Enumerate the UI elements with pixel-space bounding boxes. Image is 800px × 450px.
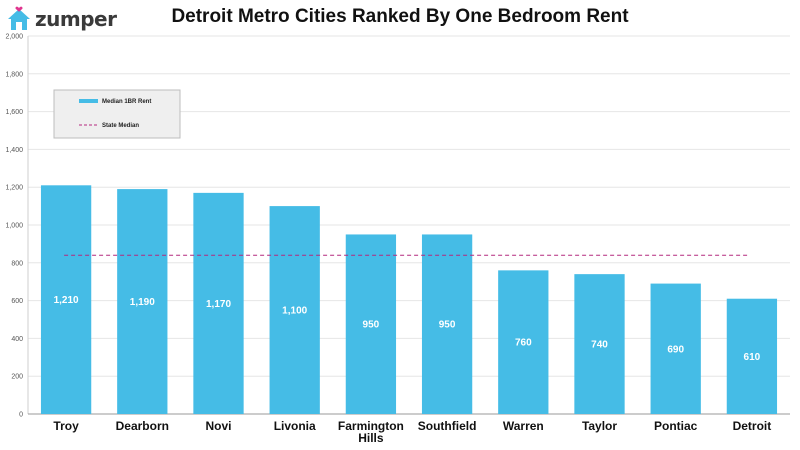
bar [40,185,92,414]
y-tick-label: 2,000 [5,34,23,41]
bar-value-label: 1,190 [130,297,155,308]
house-heart-icon [8,6,30,30]
y-tick-label: 1,600 [5,109,23,116]
bar [117,189,168,414]
bar-value-label: 1,170 [206,299,231,310]
x-tick-label: Warren [503,419,544,433]
x-tick-label: Pontiac [654,419,698,433]
legend-label-median: State Median [102,123,139,129]
legend-box [53,89,181,139]
bar [269,206,320,414]
y-tick-label: 1,800 [5,71,23,78]
x-tick-label: Taylor [582,419,617,433]
bar-value-label: 610 [744,352,761,363]
bar [498,270,549,414]
x-tick-label: Novi [205,419,231,433]
brand-name: zumper [35,7,117,31]
y-tick-label: 800 [11,260,23,267]
bar [650,283,701,414]
bar [345,234,397,414]
bar-value-label: 950 [439,320,456,331]
x-tick-label: Troy [53,419,79,433]
bar-value-label: 1,210 [54,295,79,306]
y-tick-label: 200 [11,374,23,381]
bar-value-label: 740 [591,340,608,351]
bar [421,234,473,414]
x-tick-label: Livonia [274,419,316,433]
bar [193,192,244,414]
y-tick-label: 1,200 [5,185,23,192]
bar [726,298,778,414]
y-tick-label: 0 [19,412,23,419]
y-tick-label: 600 [11,298,23,305]
bar-value-label: 690 [667,344,684,355]
chart-title: Detroit Metro Cities Ranked By One Bedro… [171,6,629,27]
x-tick-label: Dearborn [116,419,169,433]
bar [574,274,625,414]
y-tick-label: 1,000 [5,223,23,230]
bar-value-label: 1,100 [282,306,307,317]
x-tick-label: Southfield [418,419,477,433]
bar-value-label: 950 [363,320,380,331]
x-tick-label: Farmington Hills [338,419,404,445]
bar-value-label: 760 [515,338,532,349]
x-tick-label: Detroit [733,419,772,433]
zumper-logo: zumper [6,6,117,32]
legend-label-series: Median 1BR Rent [102,99,151,105]
y-tick-label: 400 [11,336,23,343]
y-tick-label: 1,400 [5,147,23,154]
